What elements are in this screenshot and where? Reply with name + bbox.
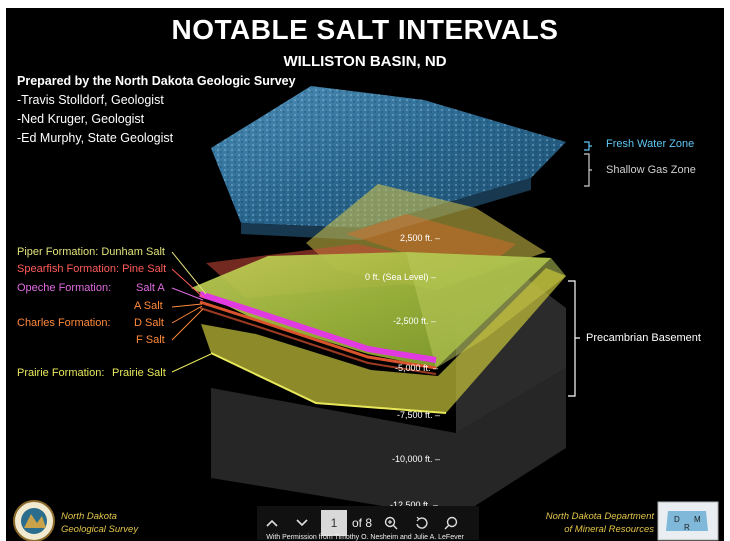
leader-prairie [171, 353, 212, 373]
leader-piper [171, 251, 207, 295]
depth-label: -5,000 ft. – [394, 363, 438, 373]
ndgs-logo-text: North Dakota Geological Survey [61, 511, 139, 535]
fresh-water-zone-label: Fresh Water Zone [606, 138, 695, 150]
leader-f-salt [171, 308, 204, 341]
next-page-button[interactable] [287, 508, 317, 538]
depth-label: -10,000 ft. – [391, 454, 440, 464]
prairie-salt-label: Prairie Salt [112, 367, 166, 379]
leader-a-salt [171, 303, 203, 308]
rotate-button[interactable] [406, 508, 436, 538]
rotate-icon [416, 516, 428, 529]
chevron-down-icon [296, 519, 308, 527]
author-line: -Ned Kruger, Geologist [17, 112, 145, 126]
page-count: of 8 [352, 516, 373, 530]
depth-label: 0 ft. (Sea Level) – [364, 272, 436, 282]
prairie-salt-edge [210, 352, 447, 414]
f-salt-label: F Salt [136, 334, 165, 346]
a-salt-label: A Salt [134, 300, 163, 312]
ndmr-logo: D M R [657, 501, 719, 541]
svg-text:D: D [674, 515, 680, 524]
ndgs-logo [13, 500, 55, 541]
credits-block: Prepared by the North Dakota Geologic Su… [17, 72, 296, 148]
leader-spearfish [171, 268, 205, 299]
prairie-formation-label: Prairie Formation: [17, 367, 105, 379]
credits-heading: Prepared by the North Dakota Geologic Su… [17, 74, 296, 88]
f-salt-band [199, 307, 437, 375]
permission-credit: With Permission from Timothy O. Nesheim … [266, 534, 464, 541]
salt-a-label: Salt A [136, 282, 165, 294]
page-number-input[interactable]: 1 [321, 510, 347, 536]
spearfish-formation-label: Spearfish Formation: Pine Salt [17, 263, 167, 275]
topography-texture [211, 86, 566, 228]
charles-salt-band [199, 300, 437, 370]
basement-block [211, 368, 566, 518]
charles-formation-label: Charles Formation: [17, 317, 111, 329]
zoom-in-icon [384, 516, 398, 530]
shallow-gas-bracket [584, 153, 592, 187]
svg-text:M: M [694, 515, 701, 524]
svg-text:R: R [684, 523, 690, 532]
leader-opeche [171, 287, 204, 301]
d-salt-label: D Salt [134, 317, 164, 329]
basement-bracket [568, 280, 580, 397]
search-button[interactable] [436, 508, 466, 538]
viewer-toolbar: 1 of 8 [257, 506, 479, 540]
depth-label: -12,500 ft. – [389, 500, 438, 510]
salt-block-diagram: D M R [13, 86, 719, 541]
green-formation-side [406, 252, 566, 368]
search-icon [444, 516, 458, 530]
author-line: -Ed Murphy, State Geologist [17, 131, 174, 145]
previous-page-button[interactable] [257, 508, 287, 538]
page-title: NOTABLE SALT INTERVALS [171, 14, 559, 45]
precambrian-basement-label: Precambrian Basement [586, 332, 701, 344]
fresh-water-bracket [584, 141, 592, 151]
opeche-formation-label: Opeche Formation: [17, 282, 112, 294]
prairie-salt-surface [201, 268, 566, 413]
zoom-in-button[interactable] [376, 508, 406, 538]
depth-label: 2,500 ft. – [399, 233, 440, 243]
slide: D M R NOTABLE SALT INTERVALS WILLISTON B… [6, 8, 724, 541]
piper-formation-label: Piper Formation: Dunham Salt [17, 246, 165, 258]
shallow-gas-zone-label: Shallow Gas Zone [606, 164, 696, 176]
ndmr-logo-text: North Dakota Department of Mineral Resou… [545, 511, 654, 535]
salt-a-band [199, 291, 437, 363]
depth-label: -2,500 ft. – [392, 316, 436, 326]
page-subtitle: WILLISTON BASIN, ND [283, 53, 447, 70]
depth-label: -7,500 ft. – [396, 410, 440, 420]
author-line: -Travis Stolldorf, Geologist [17, 93, 164, 107]
chevron-up-icon [266, 519, 278, 527]
leader-d-salt [171, 305, 203, 324]
